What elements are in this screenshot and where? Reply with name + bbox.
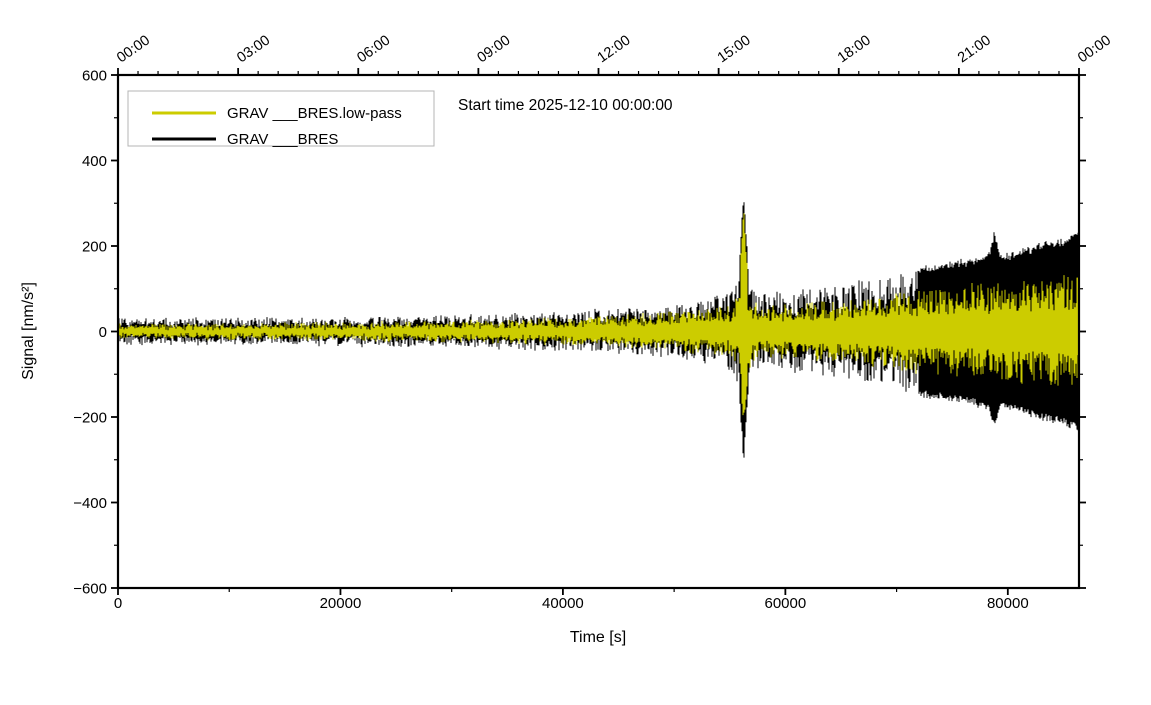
- x-axis-title: Time [s]: [570, 629, 626, 646]
- start-time-annotation: Start time 2025-12-10 00:00:00: [458, 97, 673, 114]
- top-axis-tick-label: 12:00: [595, 32, 634, 66]
- y-axis-tick-label: −200: [73, 410, 107, 427]
- y-axis-tick-label: −400: [73, 495, 107, 512]
- top-axis-tick-label: 15:00: [715, 32, 754, 66]
- x-axis-tick-label: 80000: [987, 595, 1029, 612]
- top-axis-tick-label: 09:00: [474, 32, 513, 66]
- x-axis-tick-label: 0: [114, 595, 122, 612]
- y-axis-tick-label: 0: [99, 324, 107, 341]
- y-axis-tick-label: −600: [73, 581, 107, 598]
- x-axis-tick-label: 40000: [542, 595, 584, 612]
- top-axis-tick-label: 03:00: [234, 32, 273, 66]
- top-axis-tick-label: 06:00: [354, 32, 393, 66]
- x-axis-tick-label: 60000: [765, 595, 807, 612]
- legend-label-lowpass: GRAV ___BRES.low-pass: [227, 105, 402, 122]
- top-axis-tick-label: 00:00: [1075, 32, 1114, 66]
- waveform-layer: [117, 202, 1080, 458]
- y-axis-tick-label: 400: [82, 153, 107, 170]
- y-axis-tick-label: 600: [82, 68, 107, 85]
- legend: GRAV ___BRES.low-pass GRAV ___BRES: [127, 90, 435, 148]
- legend-label-raw: GRAV ___BRES: [227, 131, 338, 148]
- top-axis-tick-label: 00:00: [114, 32, 153, 66]
- legend-box: [127, 90, 435, 147]
- x-axis-tick-label: 20000: [320, 595, 362, 612]
- overlay-layer: Start time 2025-12-10 00:00:00 Signal [n…: [20, 90, 673, 646]
- axes-layer: 0 20000 40000 60000 80000 00:00 03:00 06:00 09:0…: [73, 32, 1114, 612]
- top-axis-tick-label: 21:00: [955, 32, 994, 66]
- y-axis-tick-label: 200: [82, 239, 107, 256]
- y-axis-title: Signal [nm/s²]: [20, 282, 37, 380]
- top-axis-tick-label: 18:00: [835, 32, 874, 66]
